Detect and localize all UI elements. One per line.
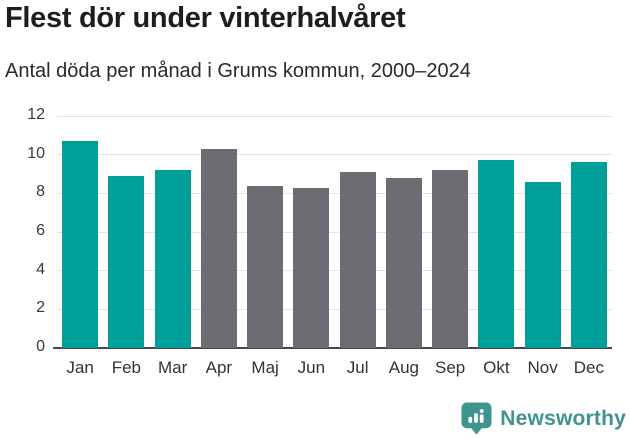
y-tick-label: 0: [36, 338, 45, 355]
x-tick-label: Mar: [157, 358, 188, 377]
chart-subtitle: Antal döda per månad i Grums kommun, 200…: [5, 60, 471, 82]
gridline: [57, 270, 612, 272]
bar-chart-speech-bubble-icon: [461, 402, 492, 435]
bar-nov: [524, 181, 561, 348]
y-tick-label: 8: [36, 183, 45, 201]
x-axis-line: [53, 347, 612, 349]
bar-aug: [385, 177, 422, 348]
x-tick-label: Nov: [527, 358, 558, 377]
x-tick-label: Sep: [435, 358, 466, 377]
y-tick-label: 12: [27, 106, 45, 123]
x-tick-label: Jul: [346, 358, 369, 377]
x-tick-label: Jan: [66, 358, 94, 377]
x-tick-label: Dec: [573, 358, 604, 377]
bar-okt: [478, 160, 515, 348]
x-tick-label: Apr: [205, 358, 233, 377]
y-tick-label: 2: [36, 299, 45, 317]
bar-feb: [108, 175, 145, 348]
x-tick-label: Maj: [251, 358, 279, 377]
x-tick-label: Jun: [297, 358, 326, 377]
x-tick-label: Aug: [388, 358, 419, 377]
y-tick-label: 10: [27, 144, 45, 162]
y-tick-label: 6: [36, 222, 45, 239]
bar-mar: [154, 170, 191, 348]
gridline: [57, 192, 612, 194]
gridline: [57, 308, 612, 310]
x-tick-label: Feb: [111, 358, 142, 377]
x-tick-label: Okt: [483, 358, 510, 377]
brand-footer: Newsworthy: [461, 402, 626, 435]
bar-jan: [62, 141, 99, 348]
bar-jun: [293, 187, 330, 348]
y-tick-label: 4: [36, 260, 45, 278]
bar-apr: [200, 148, 237, 348]
chart-title: Flest dör under vinterhalvåret: [5, 2, 406, 34]
bar-jul: [339, 172, 376, 348]
bar-chart-plot-area: 0 2 4 6 8 10 12 Jan Feb Mar Apr Maj Jun Jul Aug Sep Okt N…: [27, 106, 612, 377]
gridline: [57, 231, 612, 233]
bar-maj: [247, 185, 284, 348]
brand-name: Newsworthy: [500, 406, 626, 430]
bar-sep: [432, 170, 469, 348]
gridline: [57, 115, 612, 117]
bar-dec: [570, 162, 607, 348]
gridline: [57, 154, 612, 156]
